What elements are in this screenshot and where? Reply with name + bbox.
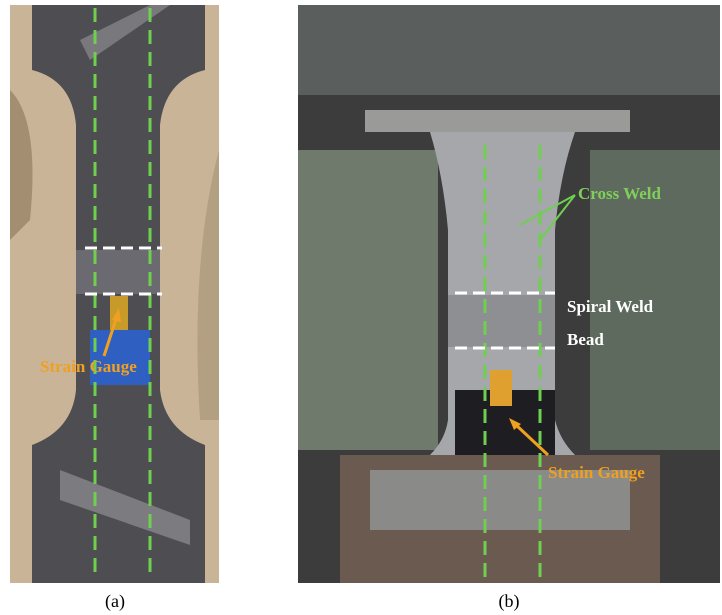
- photo-b: [298, 5, 720, 583]
- figure: Strain Gauge Cross Weld Spiral Weld Bead…: [0, 0, 722, 615]
- label: Spiral Weld: [567, 297, 654, 316]
- photo-a: [10, 5, 219, 583]
- caption: (a): [105, 591, 125, 612]
- label: Strain Gauge: [40, 357, 137, 376]
- label: Strain Gauge: [548, 463, 645, 482]
- caption: (b): [499, 591, 520, 612]
- label: Bead: [567, 330, 604, 349]
- label: Cross Weld: [578, 184, 662, 203]
